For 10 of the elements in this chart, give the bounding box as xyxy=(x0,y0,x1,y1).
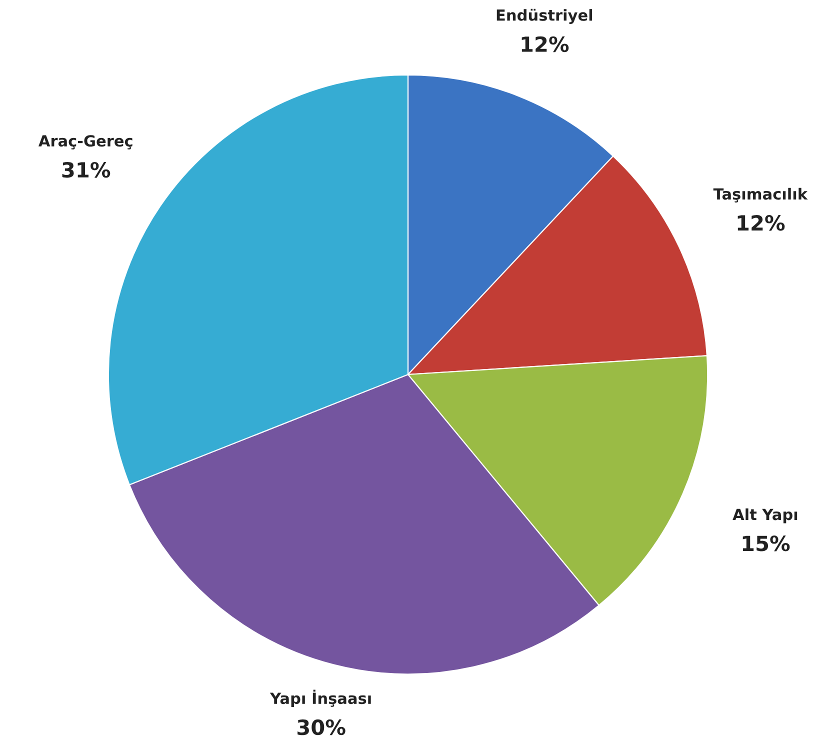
slice-label: Endüstriyel xyxy=(496,8,592,24)
slice-label: Yapı İnşaası xyxy=(270,690,371,708)
slice-label: Alt Yapı xyxy=(732,508,798,524)
slice-label: Taşımacılık xyxy=(713,188,808,202)
data-label: 15% xyxy=(742,536,790,552)
data-label: 30% xyxy=(298,719,346,736)
data-label: 12% xyxy=(522,36,569,52)
data-label: 12% xyxy=(738,215,785,231)
slice-label: Araç-Gereç xyxy=(38,135,132,150)
data-label: 31% xyxy=(62,162,110,178)
